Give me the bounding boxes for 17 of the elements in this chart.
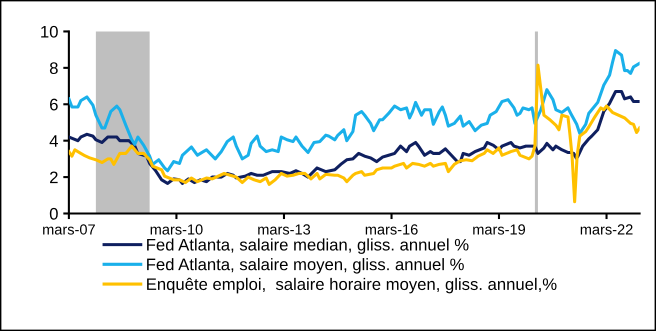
legend-label: Fed Atlanta, salaire moyen, gliss. annuel %: [147, 258, 464, 274]
y-tick-label: 8: [50, 62, 58, 74]
y-tick-label: 10: [41, 26, 58, 38]
y-tick-label: 2: [50, 171, 58, 184]
y-tick-label: 4: [50, 135, 58, 147]
x-tick-label: mars-07: [43, 224, 95, 235]
y-tick-label: 6: [50, 98, 58, 110]
x-tick-label: mars-16: [366, 224, 418, 235]
y-tick-label: 0: [50, 208, 58, 220]
x-tick-label: mars-22: [580, 224, 633, 235]
x-tick-label: mars-19: [473, 224, 526, 235]
x-tick-label: mars-13: [258, 224, 310, 235]
line-series: [68, 64, 640, 204]
x-tick-label: mars-10: [150, 224, 203, 235]
line-series: [68, 49, 640, 172]
legend-label: Enquête emploi, salaire horaire moyen, gliss. annuel,%: [147, 278, 556, 294]
legend-label: Fed Atlanta, salaire median, gliss. annuel %: [147, 238, 468, 254]
